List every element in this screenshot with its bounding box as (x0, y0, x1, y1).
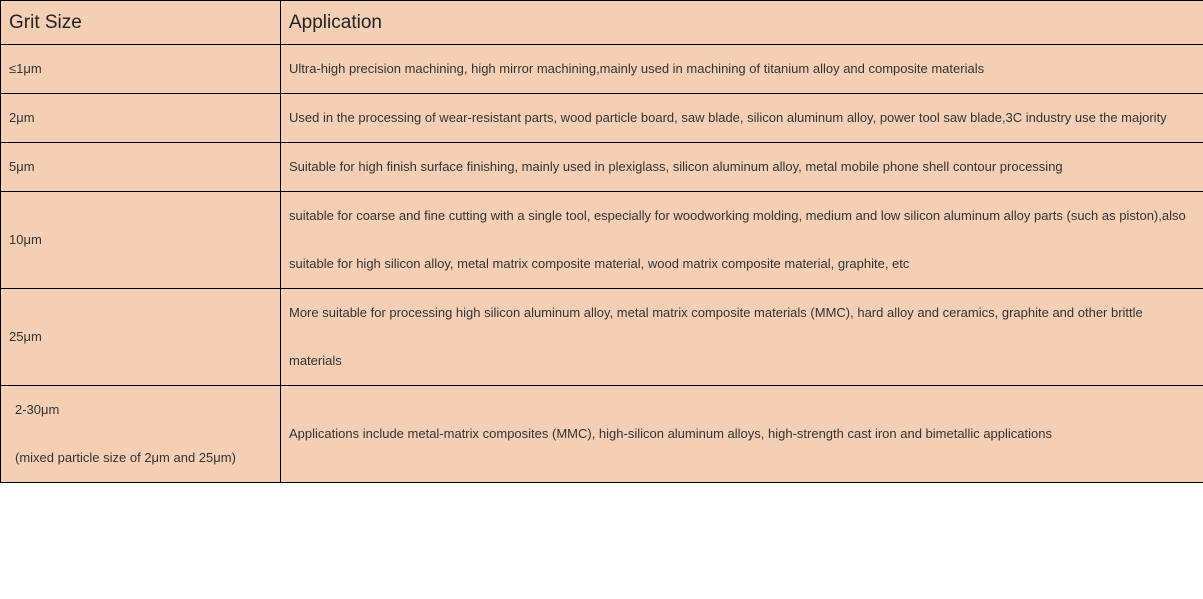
table-row: 2-30μm(mixed particle size of 2μm and 25… (1, 386, 1203, 483)
grit-size-table: Grit Size Application ≤1μm Ultra-high pr… (0, 0, 1203, 483)
cell-application: suitable for coarse and fine cutting wit… (281, 192, 1203, 289)
header-grit-size: Grit Size (1, 1, 281, 45)
cell-grit-size: 5μm (1, 143, 281, 192)
cell-application: Used in the processing of wear-resistant… (281, 94, 1203, 143)
table-row: ≤1μm Ultra-high precision machining, hig… (1, 45, 1203, 94)
cell-application: Ultra-high precision machining, high mir… (281, 45, 1203, 94)
table-row: 5μm Suitable for high finish surface fin… (1, 143, 1203, 192)
table-row: 10μm suitable for coarse and fine cuttin… (1, 192, 1203, 289)
table-row: 2μm Used in the processing of wear-resis… (1, 94, 1203, 143)
grit-size-value: 2-30μm(mixed particle size of 2μm and 25… (1, 386, 272, 482)
cell-grit-size: 25μm (1, 289, 281, 386)
header-application: Application (281, 1, 1203, 45)
cell-application: Suitable for high finish surface finishi… (281, 143, 1203, 192)
cell-grit-size: 10μm (1, 192, 281, 289)
table-header-row: Grit Size Application (1, 1, 1203, 45)
table-row: 25μm More suitable for processing high s… (1, 289, 1203, 386)
cell-application: More suitable for processing high silico… (281, 289, 1203, 386)
cell-grit-size: 2μm (1, 94, 281, 143)
cell-grit-size: 2-30μm(mixed particle size of 2μm and 25… (1, 386, 281, 483)
cell-application: Applications include metal-matrix compos… (281, 386, 1203, 483)
cell-grit-size: ≤1μm (1, 45, 281, 94)
